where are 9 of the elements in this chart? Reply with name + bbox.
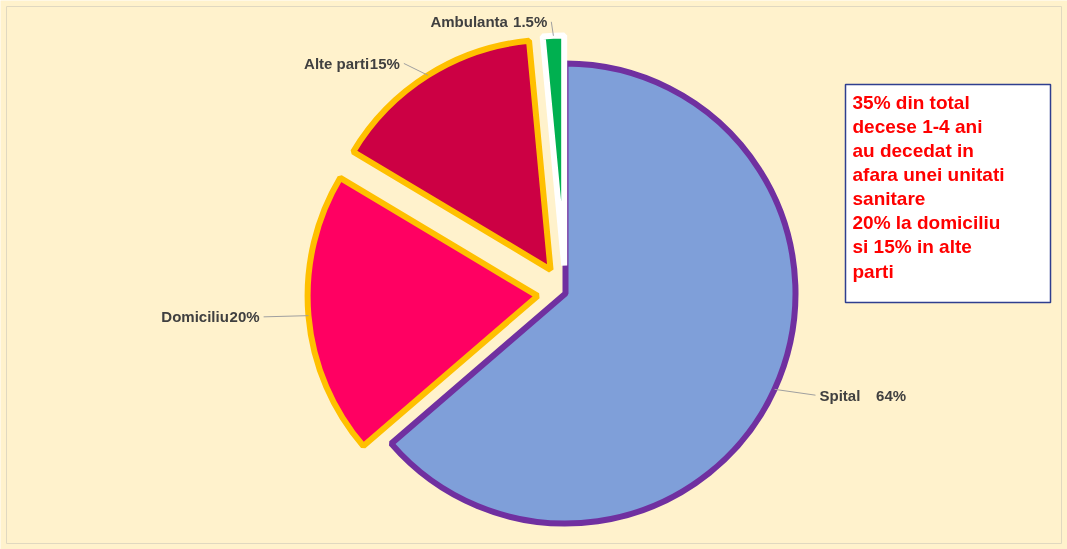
slice-label: Alte parti: [304, 54, 370, 72]
data-label: 64%: [876, 386, 907, 404]
slice-label: Ambulanta: [430, 13, 509, 31]
slice-label: Spital: [819, 386, 861, 404]
text: 35% din total decese 1-4 ani au decedat in afara unei unitati sanitare 20% la domiciliu si 15% in alte parti: [852, 91, 1005, 282]
data-label: 15%: [369, 54, 400, 72]
data-label: 1.5%: [513, 13, 548, 31]
slice-label: Domiciliu: [161, 308, 229, 326]
data-label: 20%: [229, 308, 260, 326]
